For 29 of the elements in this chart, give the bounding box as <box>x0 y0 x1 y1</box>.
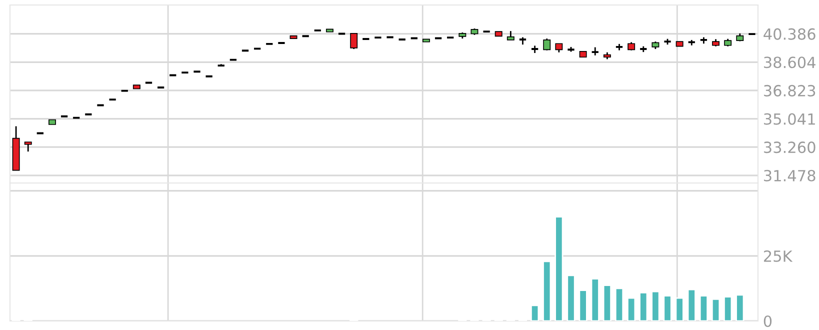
bar <box>711 298 720 321</box>
bar <box>602 284 612 321</box>
bar <box>554 216 564 321</box>
y-tick-label: 25K <box>764 250 793 262</box>
bar <box>566 274 576 321</box>
bar <box>590 278 600 321</box>
y-tick-label: 35.041 <box>764 113 815 125</box>
y-tick-label: 33.260 <box>764 142 816 154</box>
candlestick <box>350 32 358 50</box>
bar <box>651 290 660 321</box>
candlestick <box>24 141 32 152</box>
bar <box>663 295 672 321</box>
bar <box>736 294 744 321</box>
bar <box>699 295 708 321</box>
bar <box>687 288 696 321</box>
y-tick-label: 36.823 <box>764 84 816 96</box>
bar <box>639 292 648 321</box>
bar <box>530 304 540 321</box>
bar <box>542 260 552 321</box>
bar <box>724 296 732 321</box>
bar <box>614 288 624 321</box>
y-tick-label: 31.478 <box>764 170 816 182</box>
bar <box>675 297 684 321</box>
candlestick <box>543 38 551 51</box>
bar <box>627 297 636 321</box>
bar <box>578 290 588 321</box>
y-tick-label: 0 <box>764 315 772 328</box>
y-tick-label: 40.386 <box>764 28 816 40</box>
y-tick-label: 38.604 <box>764 56 816 68</box>
